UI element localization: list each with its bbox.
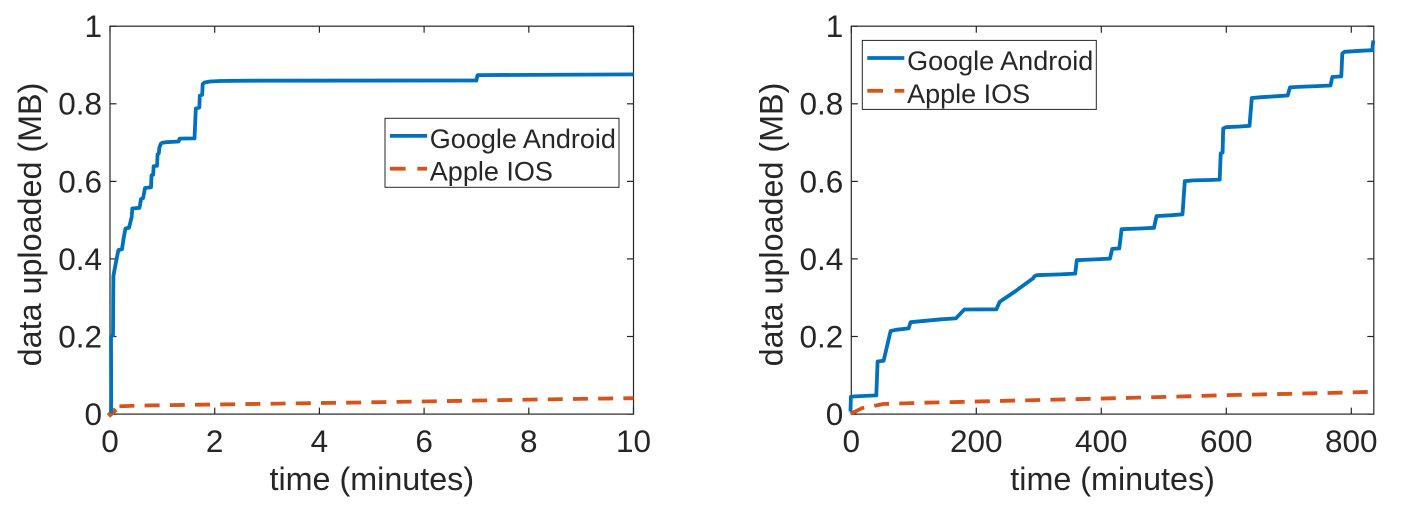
svg-text:6: 6 <box>415 423 433 459</box>
svg-text:0.4: 0.4 <box>800 241 844 277</box>
svg-text:0.2: 0.2 <box>58 318 102 354</box>
svg-text:time (minutes): time (minutes) <box>270 461 475 497</box>
svg-text:1: 1 <box>826 8 844 44</box>
svg-text:data uploaded (MB): data uploaded (MB) <box>12 83 48 367</box>
svg-text:Apple IOS: Apple IOS <box>907 79 1030 109</box>
svg-text:0.8: 0.8 <box>800 86 844 122</box>
svg-text:0.4: 0.4 <box>58 241 102 277</box>
svg-text:800: 800 <box>1325 423 1378 459</box>
svg-text:0: 0 <box>84 396 102 432</box>
svg-text:0: 0 <box>843 423 861 459</box>
svg-text:400: 400 <box>1075 423 1128 459</box>
svg-text:Apple IOS: Apple IOS <box>430 157 553 187</box>
svg-text:0.6: 0.6 <box>800 163 844 199</box>
svg-text:0: 0 <box>101 423 119 459</box>
svg-text:0.8: 0.8 <box>58 86 102 122</box>
svg-text:time (minutes): time (minutes) <box>1010 461 1215 497</box>
svg-text:10: 10 <box>616 423 651 459</box>
svg-text:0: 0 <box>826 396 844 432</box>
svg-text:Google Android: Google Android <box>907 46 1093 76</box>
svg-text:data uploaded (MB): data uploaded (MB) <box>753 83 789 367</box>
svg-text:0.2: 0.2 <box>800 318 844 354</box>
svg-text:1: 1 <box>84 8 102 44</box>
svg-text:200: 200 <box>950 423 1003 459</box>
svg-text:0.6: 0.6 <box>58 163 102 199</box>
svg-text:2: 2 <box>206 423 224 459</box>
svg-text:600: 600 <box>1200 423 1253 459</box>
svg-text:Google Android: Google Android <box>430 124 616 154</box>
svg-text:8: 8 <box>520 423 538 459</box>
svg-text:4: 4 <box>311 423 329 459</box>
